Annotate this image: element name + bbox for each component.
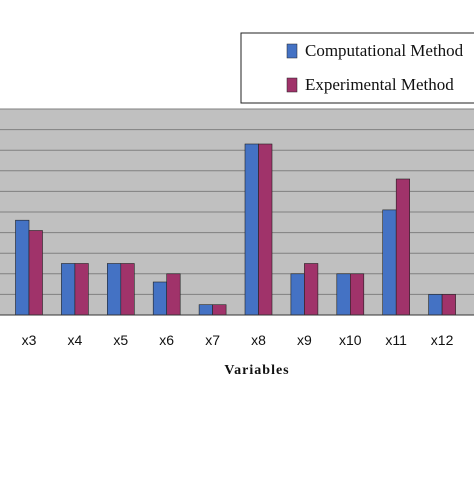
bar-experimental-x5 <box>120 263 135 316</box>
bar-computational-x4 <box>61 263 76 316</box>
bar-experimental-x12 <box>441 294 456 316</box>
bar-computational-x7 <box>198 304 213 316</box>
bar-experimental-x11 <box>395 178 411 316</box>
bar-experimental-x10 <box>349 273 365 316</box>
bar-computational-x8 <box>244 143 259 316</box>
legend-swatch-computational-method <box>286 43 298 59</box>
x-tick-label-x12: x12 <box>431 332 454 348</box>
legend-label-computational-method: Computational Method <box>305 41 464 60</box>
bar-computational-x9 <box>290 273 305 316</box>
x-tick-label-x9: x9 <box>297 332 312 348</box>
legend-box <box>240 32 474 104</box>
gridlines <box>0 108 474 295</box>
bar-experimental-x4 <box>74 263 89 316</box>
x-tick-label-x5: x5 <box>113 332 128 348</box>
bar-computational-x12 <box>428 294 443 316</box>
bar-computational-x6 <box>152 281 167 316</box>
x-tick-label-x6: x6 <box>159 332 174 348</box>
legend-swatch-experimental-method <box>286 77 298 93</box>
legend-label-experimental-method: Experimental Method <box>305 75 454 94</box>
x-axis-title: Variables <box>224 363 289 378</box>
x-tick-label-x8: x8 <box>251 332 266 348</box>
legend: Computational Method Experimental Method <box>240 32 474 104</box>
bar-computational-x10 <box>336 273 351 316</box>
x-tick-label-x4: x4 <box>68 332 83 348</box>
bar-computational-x3 <box>15 219 30 316</box>
x-tick-label-x10: x10 <box>339 332 362 348</box>
bar-experimental-x8 <box>258 143 273 316</box>
x-tick-label-x3: x3 <box>22 332 37 348</box>
bar-experimental-x3 <box>28 230 43 316</box>
bar-experimental-x6 <box>166 273 181 316</box>
x-tick-label-x11: x11 <box>385 332 407 348</box>
bar-computational-x5 <box>107 263 122 316</box>
bar-experimental-x9 <box>304 263 319 316</box>
bars <box>15 143 456 316</box>
x-tick-label-x7: x7 <box>205 332 220 348</box>
bar-computational-x11 <box>382 209 397 316</box>
bar-experimental-x7 <box>212 304 227 316</box>
x-tick-labels: x3 x4 x5 x6 x7 x8 x9 x10 x11 x12 <box>22 332 454 348</box>
